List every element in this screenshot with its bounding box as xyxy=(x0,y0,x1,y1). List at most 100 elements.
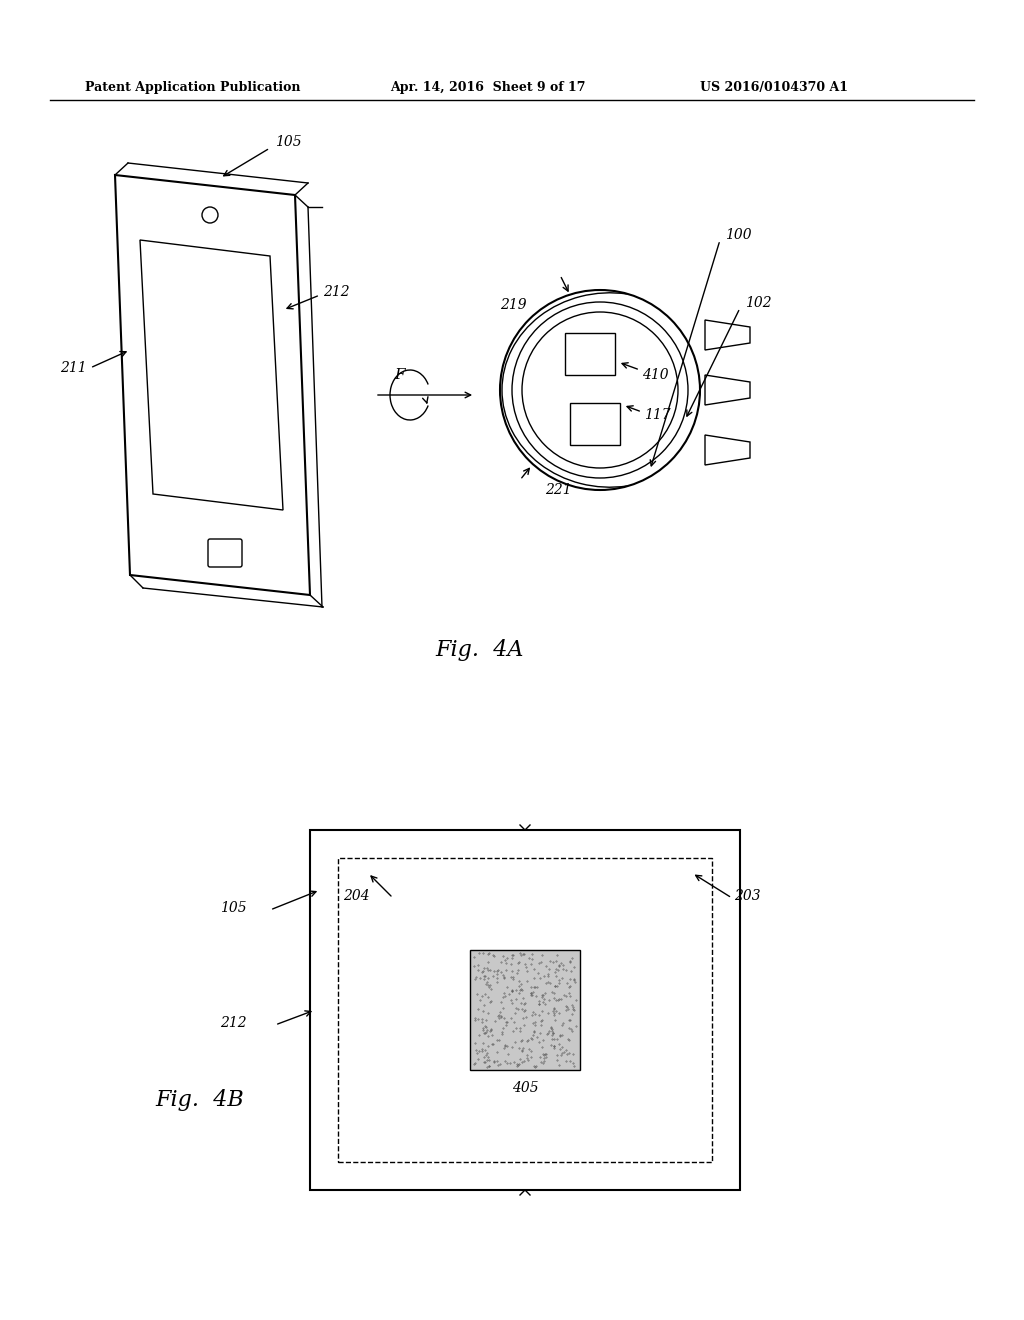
Point xyxy=(500,1011,516,1032)
Point xyxy=(478,957,495,978)
Point xyxy=(519,970,536,991)
Point xyxy=(566,1056,583,1077)
Point xyxy=(535,1030,551,1051)
Point xyxy=(489,1055,506,1076)
Point xyxy=(512,1020,528,1041)
Point xyxy=(475,961,492,982)
Point xyxy=(493,1006,509,1027)
Point xyxy=(518,957,535,978)
Point xyxy=(480,942,497,964)
Point xyxy=(469,983,485,1005)
Point xyxy=(535,991,551,1012)
Point xyxy=(564,1044,581,1065)
Point xyxy=(524,1002,541,1023)
Point xyxy=(466,1053,482,1074)
Point xyxy=(513,993,529,1014)
Text: 203: 203 xyxy=(734,888,761,903)
Point xyxy=(504,981,520,1002)
Point xyxy=(526,977,543,998)
Point xyxy=(499,1035,515,1056)
Point xyxy=(485,965,502,986)
Point xyxy=(517,1006,534,1027)
Point xyxy=(535,1053,551,1074)
Point xyxy=(482,1020,499,1041)
Point xyxy=(476,965,493,986)
Text: 105: 105 xyxy=(275,135,302,149)
Point xyxy=(504,979,520,1001)
Point xyxy=(469,1043,485,1064)
Point xyxy=(480,974,497,995)
Point xyxy=(510,960,526,981)
Point xyxy=(480,977,497,998)
Text: 212: 212 xyxy=(323,285,349,300)
Point xyxy=(565,969,582,990)
Point xyxy=(558,1051,574,1072)
Point xyxy=(499,1052,515,1073)
Point xyxy=(543,1018,559,1039)
Point xyxy=(479,986,496,1007)
Point xyxy=(546,987,562,1008)
Point xyxy=(522,1047,539,1068)
Point xyxy=(513,1030,529,1051)
Point xyxy=(483,991,500,1012)
Point xyxy=(467,966,483,987)
Point xyxy=(490,1030,507,1051)
Point xyxy=(469,999,485,1020)
Point xyxy=(498,1015,514,1036)
Point xyxy=(568,990,585,1011)
Point xyxy=(470,942,486,964)
Point xyxy=(507,1032,523,1053)
Point xyxy=(475,1001,492,1022)
Point xyxy=(540,965,556,986)
Point xyxy=(470,1008,486,1030)
Point xyxy=(519,1047,536,1068)
Point xyxy=(467,1032,483,1053)
Point xyxy=(546,1035,562,1056)
Point xyxy=(477,1016,494,1038)
Point xyxy=(562,952,579,973)
Point xyxy=(559,973,575,994)
Point xyxy=(546,997,562,1018)
Point xyxy=(553,1015,569,1036)
Point xyxy=(551,1034,567,1055)
Point xyxy=(537,1045,553,1067)
Point xyxy=(496,968,512,989)
Point xyxy=(467,969,483,990)
Point xyxy=(560,998,577,1019)
Point xyxy=(527,977,544,998)
Point xyxy=(495,965,511,986)
Point xyxy=(508,979,524,1001)
Point xyxy=(510,1055,526,1076)
Point xyxy=(489,1041,506,1063)
Point xyxy=(510,998,526,1019)
Point xyxy=(505,969,521,990)
Text: F: F xyxy=(394,368,406,381)
Point xyxy=(493,1006,509,1027)
Point xyxy=(547,961,563,982)
Point xyxy=(532,1011,549,1032)
Point xyxy=(516,1015,532,1036)
Point xyxy=(493,991,509,1012)
Point xyxy=(492,1007,508,1028)
Point xyxy=(504,944,520,965)
Point xyxy=(504,1036,520,1057)
Point xyxy=(475,969,492,990)
Point xyxy=(504,993,520,1014)
Point xyxy=(492,1002,508,1023)
Point xyxy=(471,1041,487,1063)
Point xyxy=(534,1036,550,1057)
Text: 100: 100 xyxy=(725,228,752,242)
Point xyxy=(530,994,547,1015)
Point xyxy=(526,968,543,989)
Point xyxy=(511,982,527,1003)
Point xyxy=(498,960,514,981)
Text: US 2016/0104370 A1: US 2016/0104370 A1 xyxy=(700,82,848,95)
Point xyxy=(504,961,520,982)
Point xyxy=(497,966,513,987)
Point xyxy=(549,1028,565,1049)
Point xyxy=(534,944,550,965)
Point xyxy=(495,987,511,1008)
Point xyxy=(548,989,564,1010)
Text: 410: 410 xyxy=(642,368,669,381)
Point xyxy=(544,1024,560,1045)
